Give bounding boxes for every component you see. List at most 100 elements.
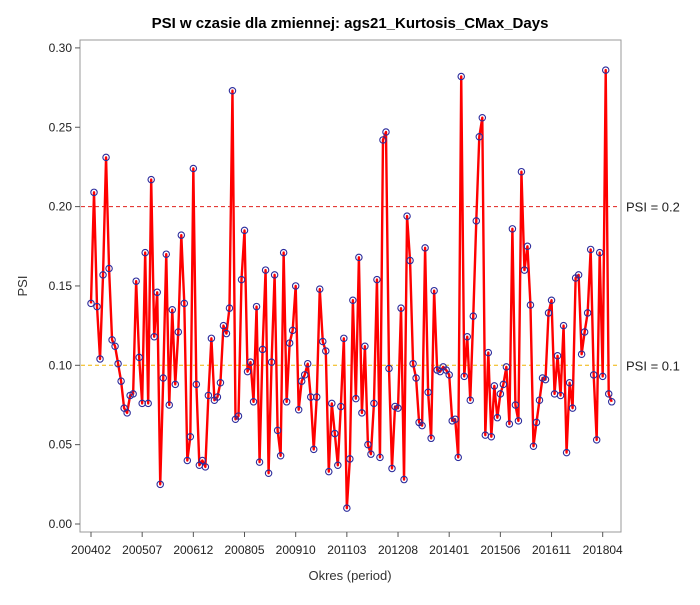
data-point	[319, 337, 327, 346]
data-point	[264, 469, 273, 477]
y-tick-label: 0.25	[49, 120, 73, 134]
data-point	[316, 285, 324, 293]
y-tick-label: 0.15	[49, 279, 73, 293]
data-point	[469, 312, 478, 320]
y-tick-label: 0.10	[49, 358, 73, 372]
data-point	[529, 442, 538, 450]
data-point	[216, 379, 225, 387]
data-point	[331, 429, 339, 438]
data-point	[526, 301, 535, 309]
data-point	[237, 275, 246, 284]
data-point	[322, 347, 330, 355]
y-tick-label: 0.05	[49, 438, 73, 452]
data-point	[285, 339, 294, 347]
psi-series-line	[89, 68, 613, 510]
data-point	[403, 212, 411, 220]
data-point	[574, 271, 583, 279]
data-point	[343, 504, 351, 512]
data-point	[111, 342, 119, 351]
data-point	[544, 309, 553, 317]
data-point	[240, 226, 249, 235]
data-point	[276, 452, 285, 460]
data-point	[457, 72, 465, 81]
data-point	[508, 225, 517, 233]
data-point	[297, 377, 306, 385]
data-point	[586, 245, 595, 254]
data-point	[517, 167, 526, 176]
data-point	[303, 359, 312, 368]
data-point	[400, 475, 408, 484]
data-point	[430, 286, 438, 295]
data-point	[565, 379, 574, 387]
data-point	[288, 326, 297, 335]
data-point	[162, 250, 171, 258]
data-point	[361, 342, 369, 351]
data-point	[421, 244, 429, 252]
y-axis: 0.00 0.05 0.10 0.15 0.20 0.25 0.30	[49, 41, 80, 531]
data-point	[388, 464, 396, 473]
data-point	[394, 404, 402, 412]
data-point	[472, 217, 481, 225]
data-point	[475, 133, 484, 141]
data-point	[499, 380, 508, 389]
data-point	[228, 87, 237, 95]
data-point	[514, 417, 523, 425]
data-point	[406, 256, 414, 265]
data-point	[150, 332, 158, 341]
x-tick-label: 200402	[71, 543, 111, 557]
data-point	[219, 321, 228, 330]
data-point	[105, 264, 113, 273]
y-tick-label: 0.20	[49, 200, 73, 214]
data-point	[108, 336, 116, 344]
data-point	[309, 445, 318, 454]
data-point	[337, 402, 345, 411]
data-point	[463, 332, 471, 341]
data-point	[592, 436, 601, 444]
x-tick-label: 201506	[480, 543, 520, 557]
data-point	[123, 409, 131, 417]
data-point	[520, 266, 529, 274]
data-point	[168, 305, 177, 314]
data-point	[291, 282, 300, 290]
data-point	[147, 175, 155, 184]
data-point	[382, 128, 390, 136]
data-point	[541, 375, 550, 384]
data-point	[129, 390, 137, 398]
data-point	[96, 355, 104, 363]
data-point	[367, 450, 375, 458]
chart-title: PSI w czasie dla zmiennej: ags21_Kurtosi…	[152, 15, 549, 32]
data-point	[171, 380, 180, 389]
data-point	[487, 432, 496, 441]
data-point	[222, 329, 231, 338]
y-tick-label: 0.30	[49, 41, 73, 55]
data-point	[577, 350, 586, 358]
data-point	[397, 304, 405, 312]
data-point	[466, 396, 475, 404]
data-point	[99, 271, 107, 279]
data-point	[547, 296, 556, 304]
data-point	[532, 418, 541, 427]
data-point	[355, 253, 363, 262]
x-tick-label: 201804	[583, 543, 623, 557]
data-point	[418, 421, 426, 430]
reference-line-label: PSI = 0.2	[626, 200, 680, 215]
data-point	[568, 404, 577, 412]
data-point	[379, 136, 387, 144]
data-point	[252, 302, 261, 311]
data-point	[243, 367, 252, 376]
data-point	[282, 398, 291, 406]
data-point	[270, 271, 279, 279]
data-point	[325, 467, 333, 476]
y-tick-label: 0.00	[49, 517, 73, 531]
data-point	[294, 405, 303, 414]
data-point	[583, 309, 592, 317]
data-point	[267, 358, 276, 366]
data-point	[352, 394, 360, 403]
data-point	[385, 364, 393, 373]
data-point	[604, 390, 613, 398]
data-point	[358, 409, 366, 417]
data-point	[484, 348, 493, 357]
psi-series-points	[87, 66, 616, 512]
